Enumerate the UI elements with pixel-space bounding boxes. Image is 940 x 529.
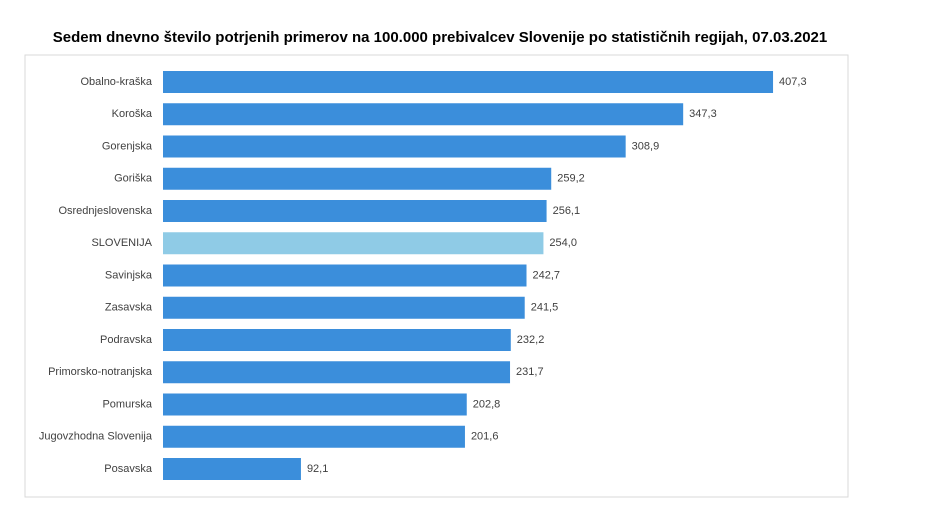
y-tick-label: Obalno-kraška bbox=[80, 76, 152, 88]
bar bbox=[163, 329, 511, 351]
bar bbox=[163, 71, 774, 93]
y-tick-label: Gorenjska bbox=[102, 140, 153, 152]
y-tick-label: Pomurska bbox=[102, 398, 152, 410]
value-label: 241,5 bbox=[531, 302, 559, 314]
y-tick-label: Savinjska bbox=[105, 269, 153, 281]
bar bbox=[163, 167, 552, 190]
y-tick-label: Primorsko-notranjska bbox=[48, 366, 153, 378]
bar bbox=[163, 264, 527, 287]
bar bbox=[163, 135, 626, 158]
bar bbox=[163, 425, 465, 448]
value-label: 92,1 bbox=[307, 463, 328, 475]
bar bbox=[163, 361, 511, 384]
bar bbox=[163, 232, 544, 255]
y-tick-label: Goriška bbox=[114, 173, 153, 185]
y-tick-label: Koroška bbox=[112, 108, 153, 120]
value-label: 407,3 bbox=[779, 76, 807, 88]
chart-title: Sedem dnevno število potrjenih primerov … bbox=[53, 29, 827, 46]
y-tick-label: Osrednjeslovenska bbox=[58, 205, 152, 217]
value-label: 232,2 bbox=[517, 334, 545, 346]
value-label: 231,7 bbox=[516, 366, 544, 378]
value-label: 202,8 bbox=[473, 398, 501, 410]
bar bbox=[163, 200, 547, 222]
bar bbox=[163, 393, 467, 416]
y-tick-label: Jugovzhodna Slovenija bbox=[39, 431, 153, 443]
value-label: 201,6 bbox=[471, 431, 499, 443]
y-tick-label: SLOVENIJA bbox=[91, 237, 152, 249]
bar bbox=[163, 296, 525, 319]
y-tick-label: Podravska bbox=[100, 334, 153, 346]
value-label: 242,7 bbox=[533, 269, 561, 281]
value-label: 256,1 bbox=[553, 205, 581, 217]
y-tick-label: Posavska bbox=[104, 463, 153, 475]
value-label: 347,3 bbox=[689, 108, 717, 120]
bar bbox=[163, 103, 684, 126]
y-tick-label: Zasavska bbox=[105, 302, 153, 314]
value-label: 254,0 bbox=[549, 237, 577, 249]
bar bbox=[163, 458, 301, 480]
value-label: 259,2 bbox=[557, 173, 585, 185]
value-label: 308,9 bbox=[632, 140, 660, 152]
